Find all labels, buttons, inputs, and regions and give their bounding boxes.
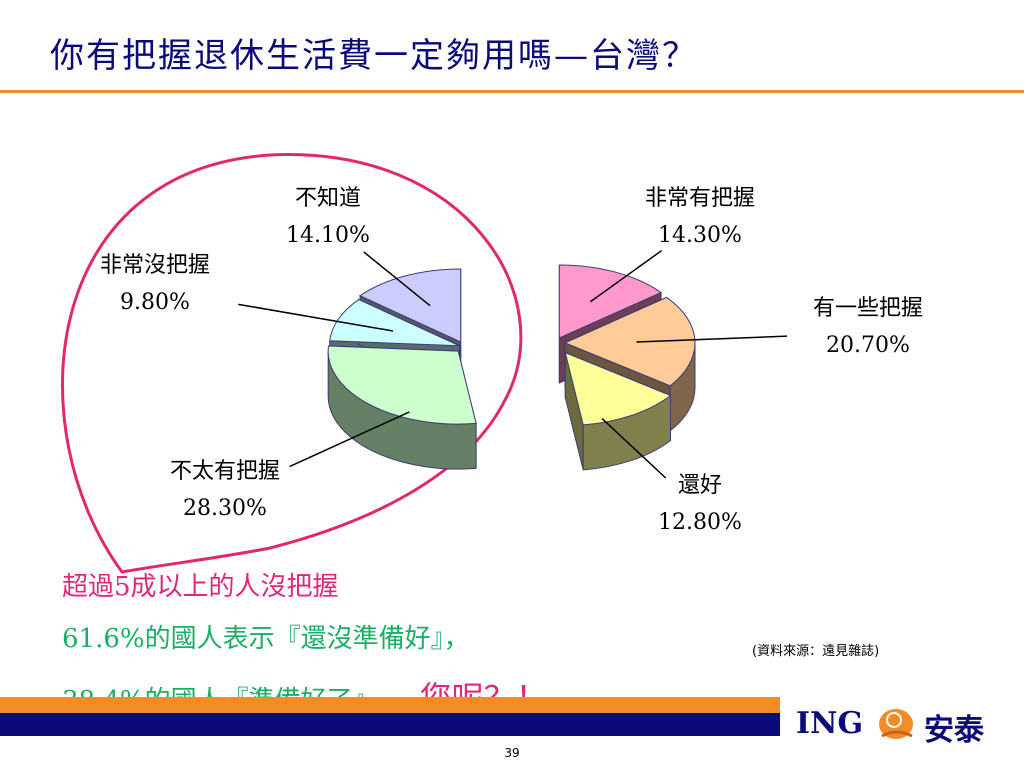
pie-slices [327,264,696,471]
speech-bubble-callout [61,153,523,574]
message-line-2: 61.6%的國人表示『還沒準備好』， [62,624,470,654]
leader-line-2 [601,417,667,479]
logo-text: ING [796,706,864,741]
logo-chinese-text: 安泰 [924,713,984,748]
leader-line-0 [589,249,663,303]
leader-line-3 [289,411,410,468]
message-line-1: 超過5成以上的人沒把握 [62,572,339,602]
pie-slice-4-top [329,299,460,347]
slice-label-0: 非常有把握 [645,186,755,211]
slice-labels: 非常有把握 14.30% 有一些把握 20.70% 還好 12.80% 不太有把握 28.30… [100,186,923,535]
leader-line-1 [636,335,787,343]
slice-label-4: 非常沒把握 [100,253,210,278]
slice-value-2: 12.80% [658,510,742,535]
page-number: 39 [504,746,520,760]
slice-value-5: 14.10% [286,223,370,248]
slice-label-1: 有一些把握 [813,296,923,321]
source-note: (資料來源：遠見雜誌) [752,644,880,659]
callout-outline [61,153,523,574]
slice-value-1: 20.70% [826,333,910,358]
slice-value-4: 9.80% [120,290,190,315]
slice-value-3: 28.30% [183,496,267,521]
pie-slice-1-top [563,296,696,387]
leader-line-5 [363,251,431,307]
footer-bar-navy [0,713,780,736]
page-title: 你有把握退休生活費一定夠用嗎—台灣？ [50,36,698,76]
pie-slice-2-top [564,351,672,426]
pie-slice-3-top [327,345,477,425]
pie-slice-3 [327,345,477,470]
leader-lines [238,249,787,479]
slice-label-3: 不太有把握 [170,459,280,484]
pie-slice-2 [564,351,672,471]
ing-logo: ING 安泰 [796,700,1016,748]
pie-slice-0-top [558,264,663,339]
slice-label-2: 還好 [678,473,722,498]
lion-icon [879,709,913,739]
pie-slice-5-top [359,268,462,343]
footer-bar-orange [0,697,780,713]
slice-value-0: 14.30% [658,223,742,248]
title-divider [0,90,1024,93]
leader-line-4 [238,303,394,332]
slice-label-5: 不知道 [295,186,361,211]
